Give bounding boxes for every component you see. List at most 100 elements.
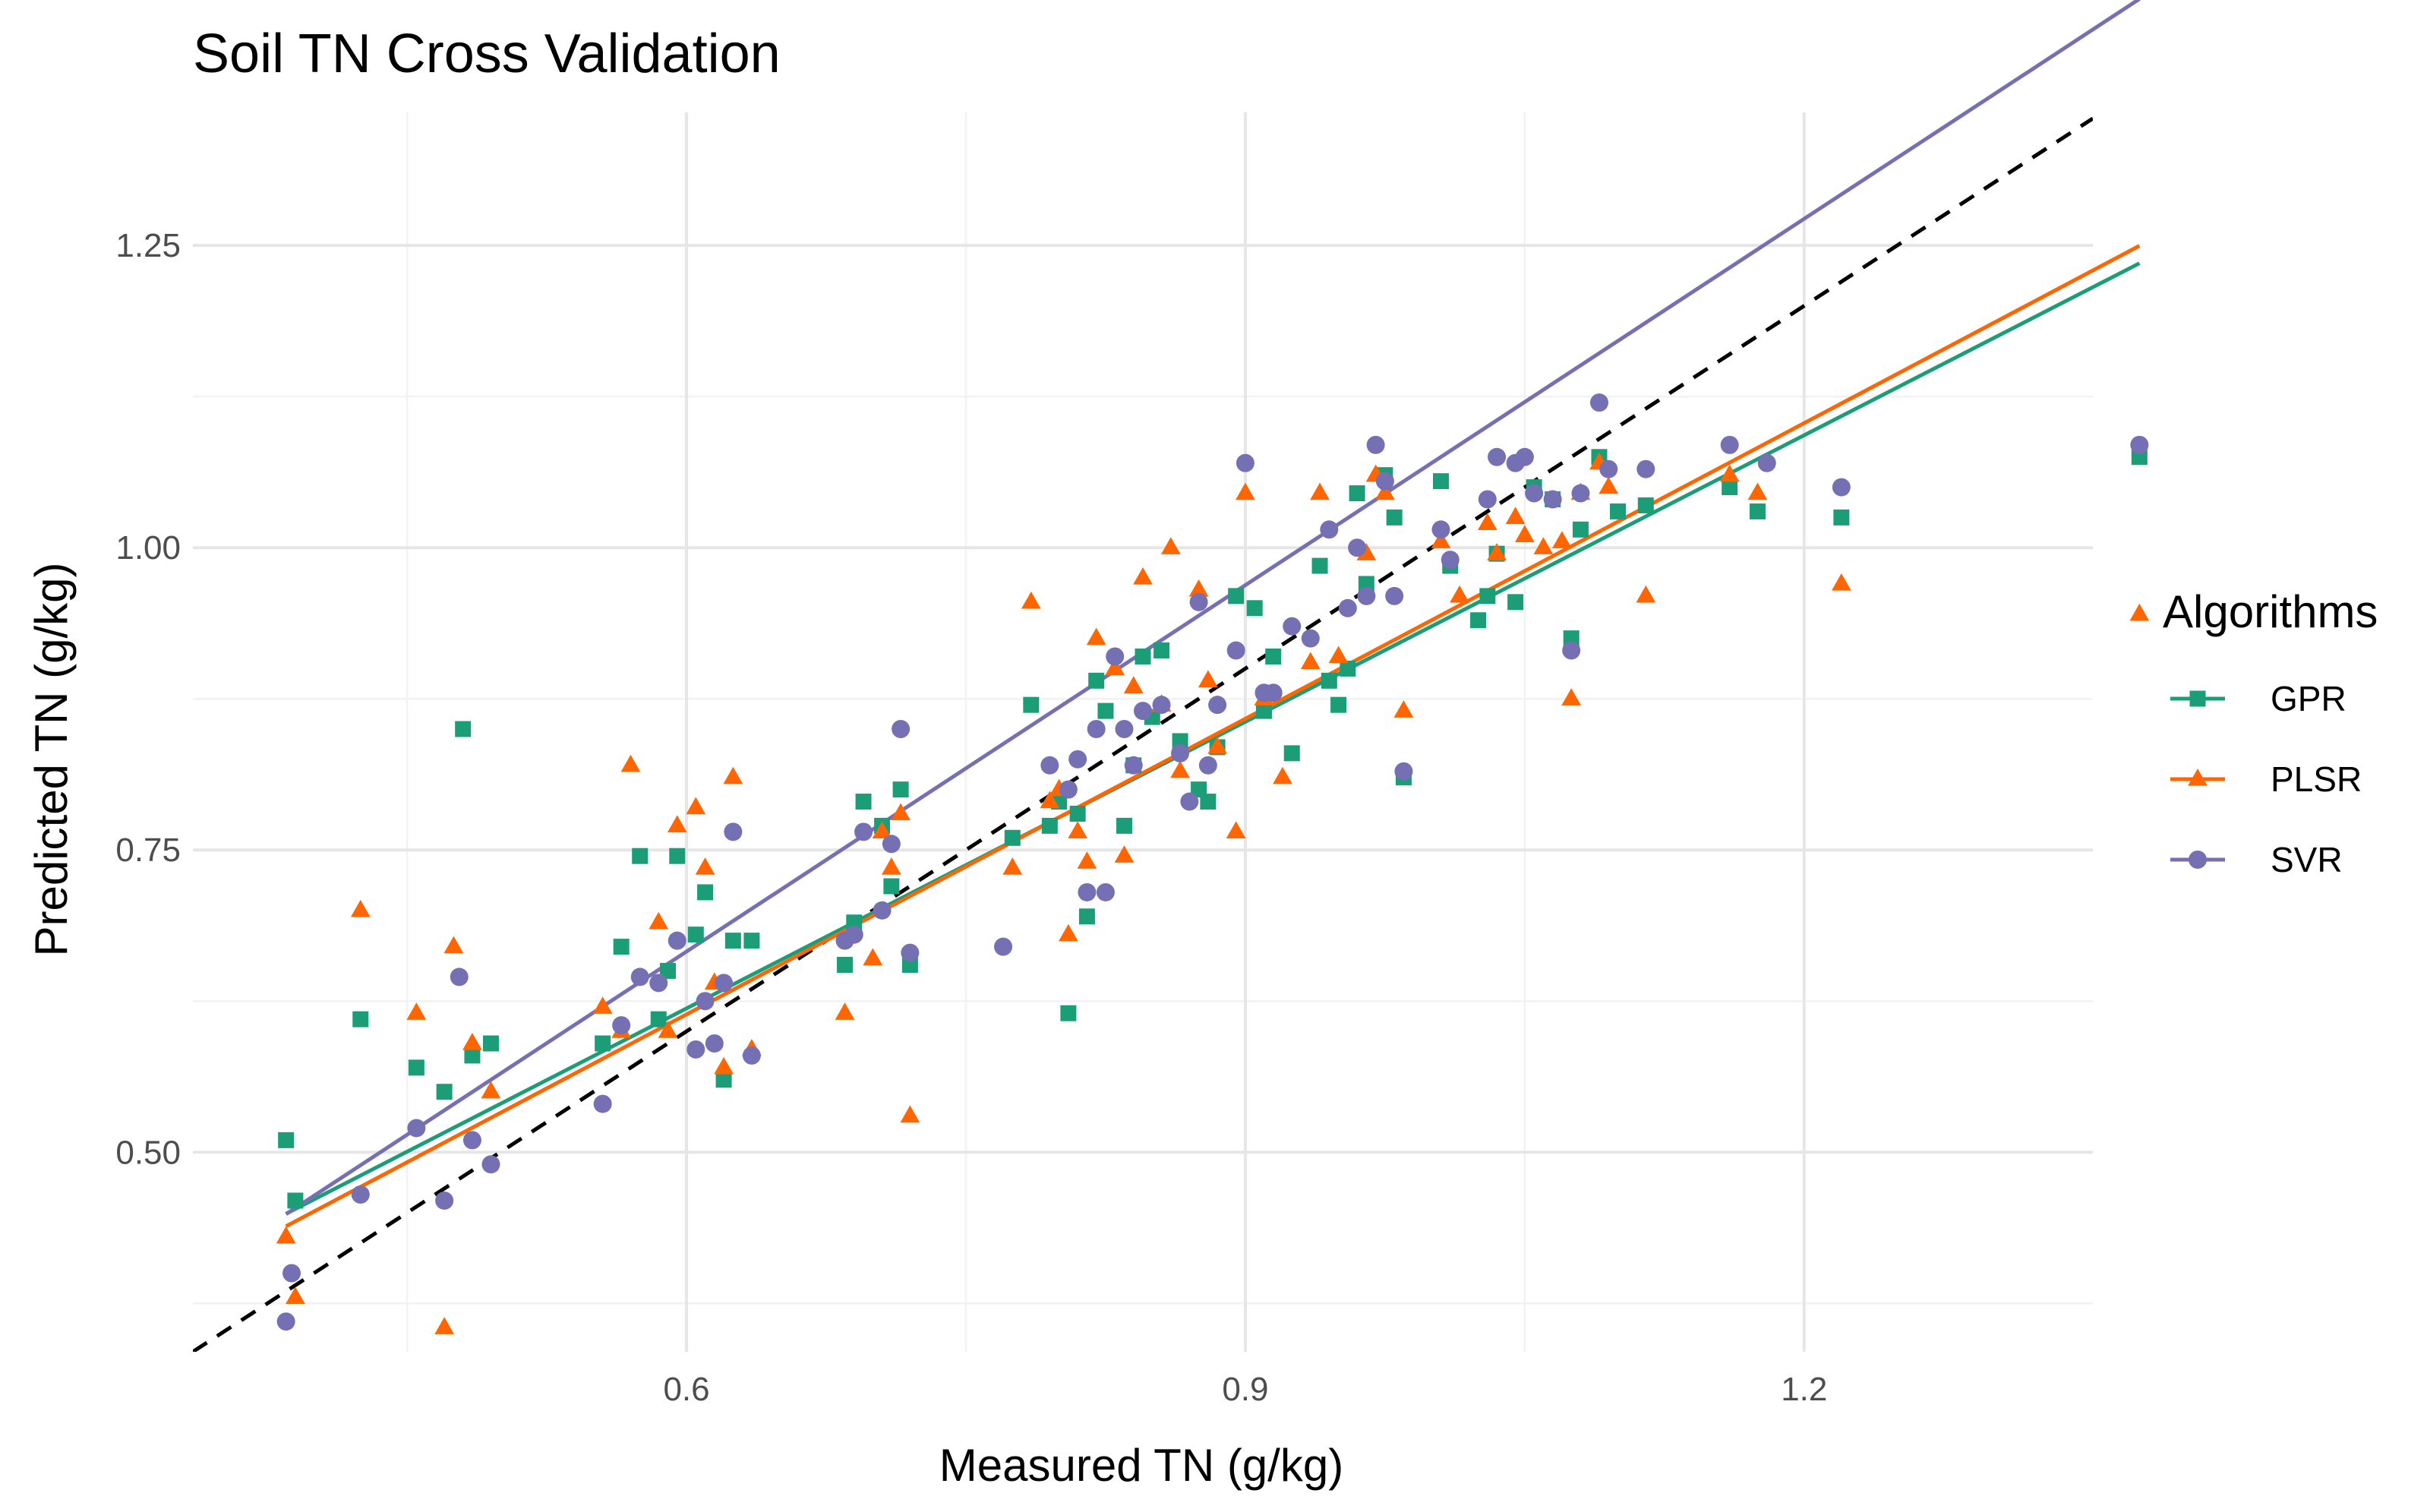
plsr-point	[667, 815, 687, 833]
plsr-point	[1236, 482, 1255, 500]
gpr-point	[1637, 497, 1654, 513]
plsr-point	[1059, 923, 1078, 942]
x-axis-title: Measured TN (g/kg)	[939, 1440, 1343, 1491]
gpr-point	[1722, 479, 1738, 496]
gpr-point	[855, 794, 872, 810]
plsr-point	[1105, 658, 1125, 676]
svr-point	[854, 822, 873, 841]
legend-item-svr: SVR	[2170, 840, 2343, 879]
gpr-point	[595, 1035, 611, 1052]
plsr-point	[1170, 760, 1190, 778]
svr-point	[435, 1191, 454, 1210]
gpr-point	[660, 962, 676, 979]
legend-key-circle-icon	[2189, 851, 2207, 869]
legend-key-square-icon	[2189, 690, 2206, 707]
plsr-point	[900, 1105, 920, 1123]
legend-items: GPR PLSR SVR	[2170, 679, 2362, 879]
gpr-point	[1265, 648, 1282, 664]
gpr-point	[1833, 509, 1850, 526]
gpr-point	[1479, 588, 1496, 604]
gpr-point	[1154, 642, 1170, 659]
legend-key-triangle-icon	[2188, 769, 2208, 786]
y-axis-tick-labels: 0.50 0.75 1.00 1.25	[115, 227, 181, 1171]
gpr-point	[1004, 829, 1021, 846]
plsr-point	[1719, 464, 1740, 482]
svr-point	[1488, 447, 1507, 466]
x-tick-label: 0.9	[1222, 1371, 1268, 1408]
svr-point	[1375, 472, 1394, 491]
legend-item-gpr: GPR	[2170, 679, 2347, 718]
svr-point	[1338, 598, 1357, 617]
svr-point	[901, 943, 920, 962]
svr-point	[1636, 459, 1655, 478]
gpr-point	[1572, 521, 1589, 538]
svr-point	[892, 720, 911, 739]
plsr-point	[1002, 857, 1023, 875]
plsr-point	[1599, 476, 1619, 494]
fit-line-gpr	[285, 261, 2141, 1216]
plsr-point	[1133, 567, 1153, 585]
plsr-point	[1375, 482, 1395, 500]
svr-point	[1189, 592, 1208, 611]
gpr-point	[1097, 702, 1114, 719]
gpr-point	[1283, 745, 1300, 762]
gpr-point	[724, 933, 741, 949]
svr-point	[1525, 484, 1544, 503]
gpr-point	[1311, 557, 1328, 574]
identity-reference-line	[193, 116, 2093, 1352]
svr-point	[1599, 459, 1618, 478]
gpr-point	[1507, 594, 1524, 611]
gpr-point	[408, 1059, 424, 1076]
svr-point	[994, 937, 1013, 956]
plsr-point	[1077, 851, 1097, 869]
plsr-point	[881, 857, 901, 875]
plsr-point	[1505, 507, 1526, 525]
gpr-point	[436, 1084, 453, 1100]
svr-point	[282, 1264, 301, 1283]
plsr-point	[872, 821, 892, 839]
gpr-point	[1349, 485, 1365, 502]
plsr-point	[1021, 591, 1041, 609]
svr-point	[630, 967, 649, 986]
svr-point	[1366, 435, 1385, 454]
svr-point	[1236, 453, 1255, 472]
plsr-point	[2129, 603, 2150, 621]
gpr-point	[1200, 794, 1217, 810]
plsr-point	[835, 1002, 855, 1020]
gpr-point	[1386, 509, 1403, 526]
y-tick-label: 0.75	[115, 832, 181, 869]
svr-point	[1115, 720, 1134, 739]
plsr-point	[1636, 585, 1656, 603]
plsr-point	[1310, 482, 1330, 500]
plsr-point	[1450, 585, 1469, 603]
x-tick-label: 0.6	[663, 1371, 709, 1408]
plsr-point	[481, 1081, 501, 1099]
gpr-point	[743, 933, 760, 949]
chart-title: Soil TN Cross Validation	[193, 24, 781, 84]
plsr-point	[1533, 537, 1554, 554]
svr-point	[1431, 520, 1450, 539]
plsr-point	[276, 1226, 296, 1244]
gpr-point	[883, 878, 900, 895]
gpr-point	[287, 1192, 304, 1209]
svr-point	[649, 974, 668, 993]
gpr-point	[1610, 503, 1626, 519]
svr-point	[1180, 792, 1199, 811]
gpr-point	[1330, 696, 1347, 713]
plsr-point	[1300, 652, 1321, 670]
legend-item-plsr: PLSR	[2170, 759, 2362, 799]
svr-point	[1543, 490, 1562, 509]
plsr-point	[434, 1317, 455, 1334]
y-tick-label: 1.00	[115, 529, 181, 567]
gpr-point	[1023, 696, 1040, 713]
svr-point	[1357, 586, 1376, 605]
svr-point	[1068, 750, 1087, 769]
plsr-point	[1487, 543, 1507, 560]
plsr-point	[1114, 845, 1135, 863]
svr-point	[1832, 478, 1851, 497]
svr-point	[481, 1155, 500, 1174]
gpr-point	[650, 1011, 667, 1027]
gpr-point	[1116, 817, 1132, 834]
svr-point	[450, 967, 469, 986]
svr-point	[1441, 551, 1460, 570]
